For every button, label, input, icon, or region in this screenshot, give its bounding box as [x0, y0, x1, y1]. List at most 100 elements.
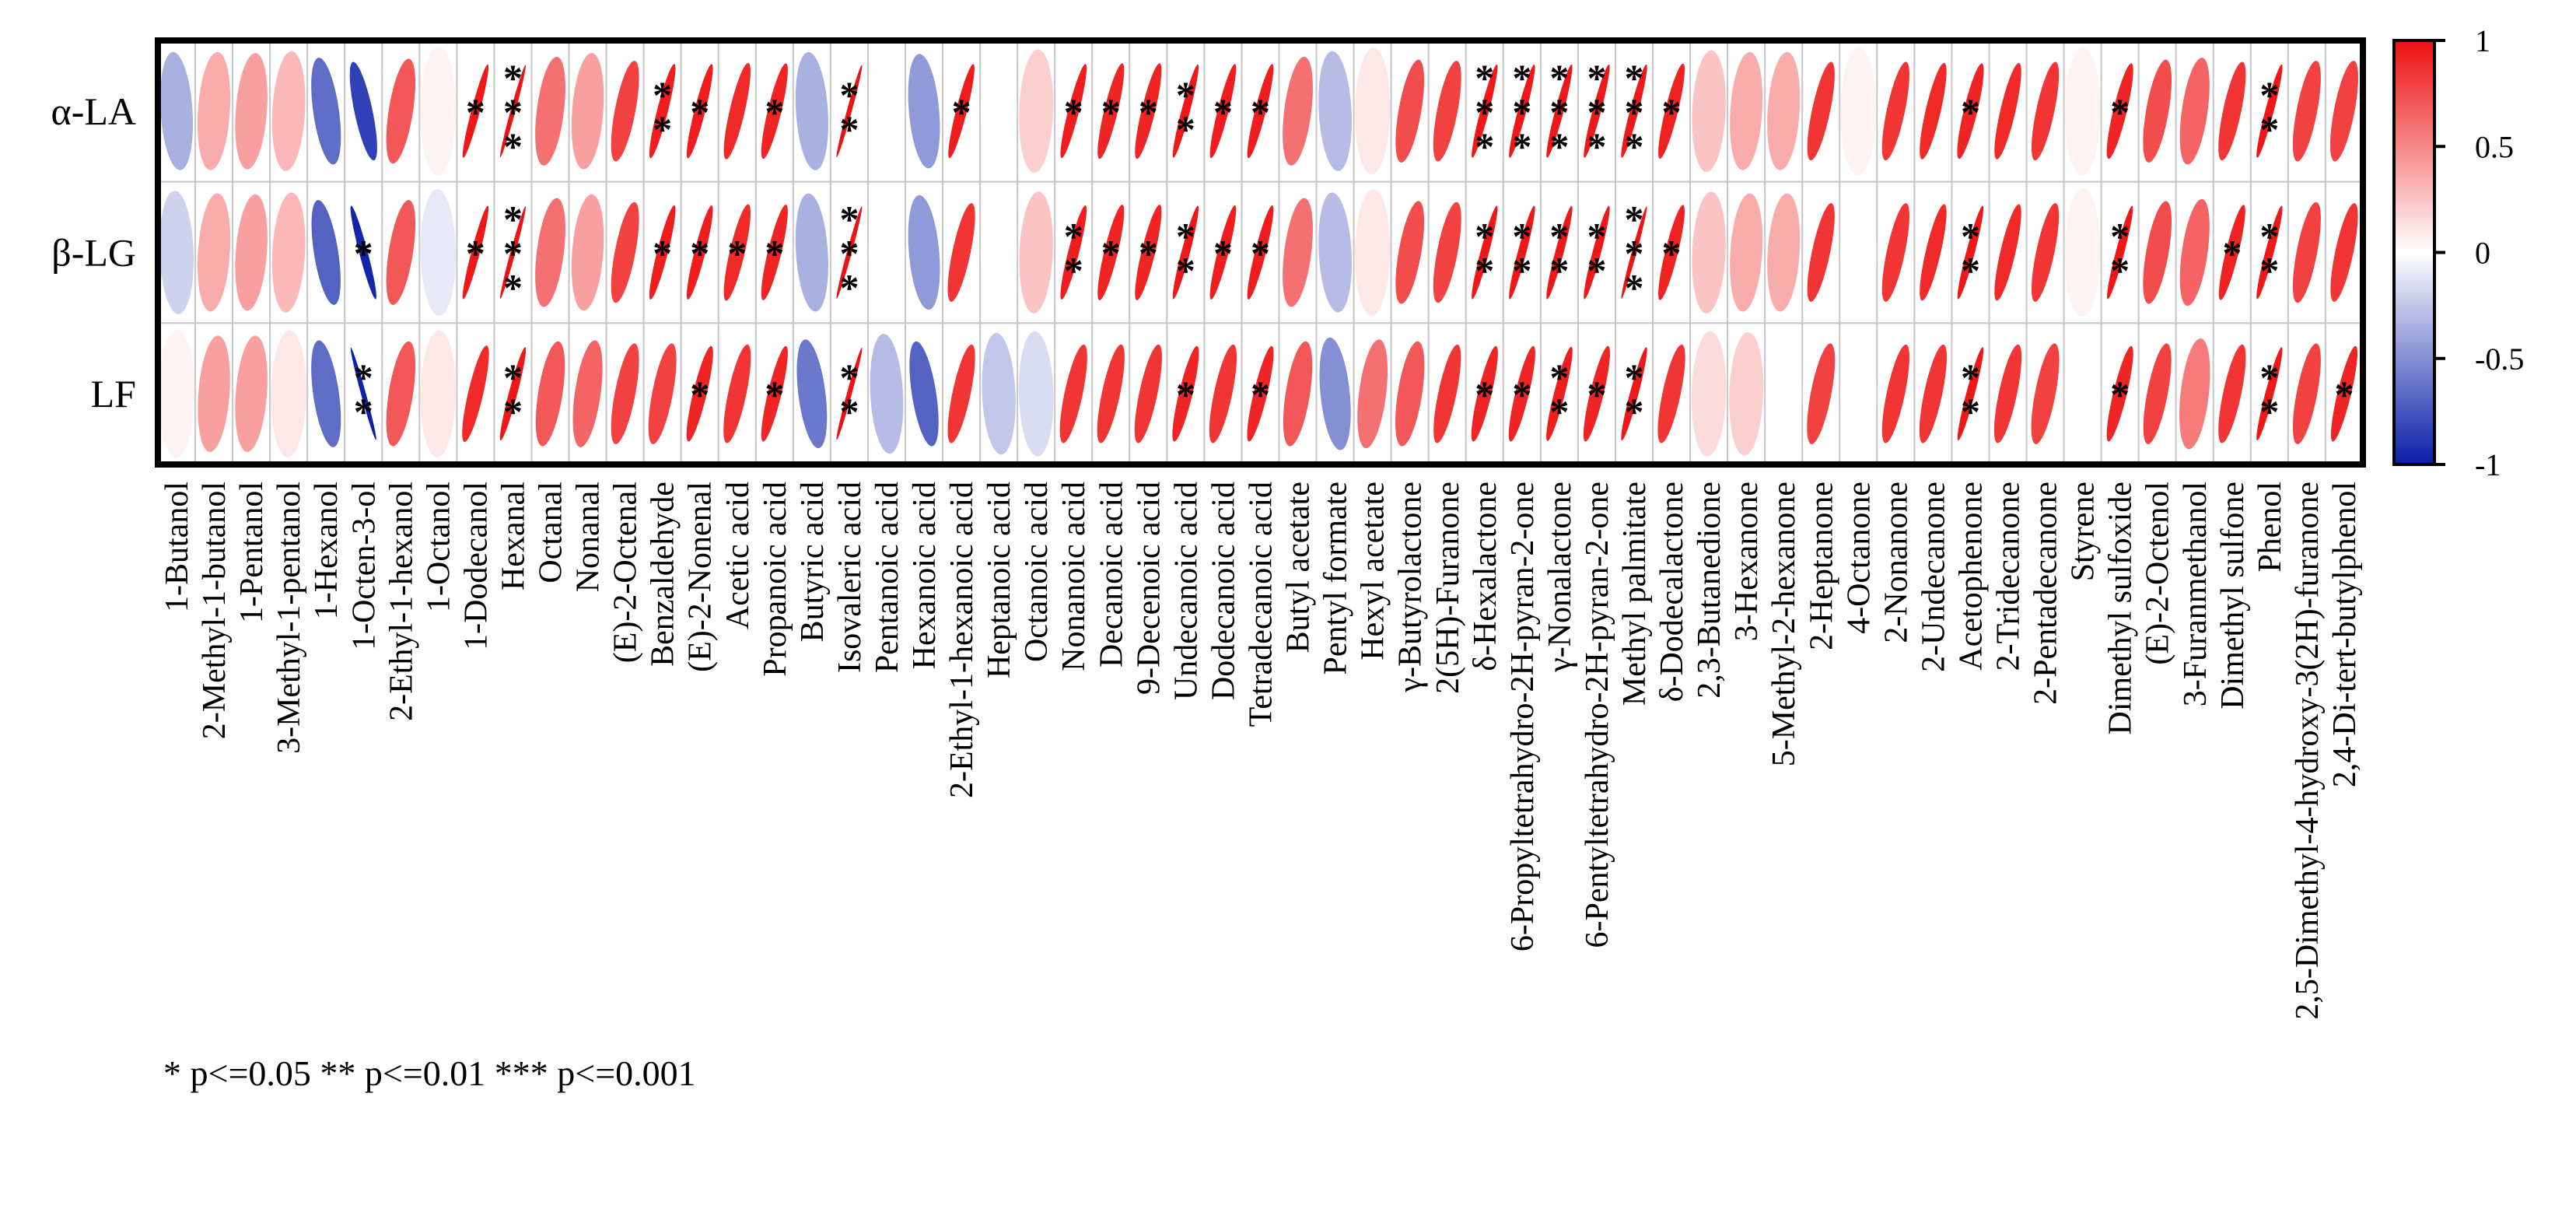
correlation-ellipse	[235, 335, 268, 452]
significance-stars: ****** * * ** * * * * ** * ***************** * * *** *…	[354, 56, 2354, 433]
correlation-ellipse	[1919, 344, 1948, 443]
significance-star: *	[1475, 124, 1494, 168]
significance-star: *	[503, 390, 523, 433]
column-labels: 1-Butanol 2-Methyl-1-butanol 1-Pentanol 3-M…	[159, 482, 2363, 1020]
correlation-ellipse	[571, 53, 604, 170]
correlation-ellipse	[159, 51, 194, 170]
colorbar-ticks: 1 0.5 0 -0.5 -1	[2434, 23, 2524, 482]
correlation-ellipse	[1957, 347, 1984, 441]
correlation-ellipse	[1472, 205, 1498, 300]
significance-star: *	[1176, 249, 1195, 293]
significance-star: *	[2334, 373, 2354, 416]
column-label: 5-Methyl-2-hexanone	[1766, 482, 1802, 766]
significance-star: *	[2110, 90, 2130, 134]
significance-star: *	[1625, 56, 1644, 100]
significance-star: *	[2259, 73, 2279, 117]
significance-star: *	[503, 56, 523, 100]
significance-star: *	[2110, 249, 2130, 293]
correlation-ellipse	[1881, 61, 1909, 161]
correlation-ellipse	[1840, 328, 1877, 459]
column-label: Heptanoic acid	[982, 482, 1017, 678]
significance-star: *	[354, 232, 373, 275]
correlation-ellipse	[611, 201, 639, 303]
correlation-ellipse	[2330, 345, 2358, 442]
significance-star: *	[653, 107, 672, 151]
column-label: δ-Hexalactone	[1468, 482, 1503, 671]
correlation-ellipse	[1583, 345, 1611, 442]
correlation-ellipse	[1395, 341, 1425, 447]
significance-star: *	[1139, 90, 1158, 134]
correlation-ellipse	[1767, 193, 1801, 312]
correlation-ellipse	[2256, 205, 2283, 300]
correlation-ellipse	[1172, 64, 1199, 158]
correlation-ellipse	[1060, 205, 1087, 300]
significance-star: *	[1512, 56, 1531, 100]
significance-star: *	[1064, 215, 1083, 258]
correlation-ellipse	[1318, 192, 1352, 313]
column-label: Hexanal	[495, 482, 531, 590]
significance-star: *	[1549, 90, 1569, 134]
correlation-ellipse	[1135, 63, 1162, 159]
significance-star: *	[1475, 373, 1494, 416]
significance-star: *	[1475, 215, 1494, 258]
significance-star: *	[1961, 356, 1980, 399]
significance-star: *	[1475, 90, 1494, 134]
correlation-ellipse	[1957, 63, 1984, 159]
column-label: Butyl acetate	[1281, 482, 1317, 653]
correlation-ellipse	[1355, 47, 1391, 175]
correlation-ellipse	[1881, 344, 1909, 443]
correlation-ellipse	[1134, 344, 1162, 443]
correlation-ellipse	[723, 62, 751, 159]
heatmap-ellipses	[159, 46, 2358, 459]
correlation-ellipse	[462, 345, 489, 443]
correlation-ellipse	[271, 51, 306, 171]
correlation-ellipse	[1355, 189, 1391, 316]
correlation-ellipse	[1621, 347, 1647, 441]
column-label: Nonanoic acid	[1056, 482, 1092, 671]
column-label: Decanoic acid	[1094, 482, 1129, 668]
significance-star: *	[1251, 373, 1270, 416]
significance-star: *	[727, 232, 747, 275]
correlation-ellipse	[1172, 205, 1199, 300]
significance-star: *	[2259, 107, 2279, 151]
correlation-ellipse	[1767, 51, 1801, 170]
correlation-ellipse	[2218, 344, 2246, 443]
column-label: 6-Propyltetrahydro-2H-pyran-2-one	[1505, 482, 1541, 951]
significance-star: *	[1625, 90, 1644, 134]
correlation-ellipse	[1546, 205, 1573, 300]
column-label: 1-Octen-3-ol	[346, 482, 382, 650]
significance-star: *	[1512, 124, 1531, 168]
column-label: Benzaldehyde	[646, 482, 681, 667]
correlation-ellipse	[686, 345, 713, 442]
column-label: 3-Furanmethanol	[2178, 482, 2214, 706]
correlation-ellipse	[311, 58, 341, 165]
correlation-ellipse	[462, 205, 489, 300]
row-label: β-LG	[51, 231, 136, 275]
correlation-ellipse	[1019, 191, 1053, 314]
correlation-ellipse	[1546, 346, 1573, 441]
significance-star: *	[1139, 232, 1158, 275]
correlation-ellipse	[723, 344, 751, 443]
correlation-ellipse	[648, 343, 677, 444]
significance-star: *	[1587, 56, 1606, 100]
correlation-ellipse	[1209, 205, 1237, 300]
correlation-ellipse	[2256, 64, 2283, 158]
correlation-ellipse	[1584, 64, 1610, 158]
correlation-ellipse	[386, 341, 416, 447]
significance-star: *	[839, 73, 859, 117]
correlation-ellipse	[2179, 198, 2210, 307]
significance-star: *	[354, 390, 373, 433]
significance-star: *	[690, 373, 709, 416]
correlation-ellipse	[795, 51, 828, 170]
significance-star: *	[1512, 215, 1531, 258]
correlation-ellipse	[908, 54, 940, 169]
significance-star: *	[765, 373, 784, 416]
significance-star: *	[1251, 232, 1270, 275]
significance-star: *	[1587, 373, 1606, 416]
correlation-ellipse	[1172, 345, 1199, 442]
correlation-ellipse	[499, 206, 526, 299]
colorbar-tick-label: 1	[2475, 23, 2490, 58]
significance-star: *	[1213, 90, 1233, 134]
significance-star: *	[839, 232, 859, 275]
significance-star: *	[653, 73, 672, 117]
